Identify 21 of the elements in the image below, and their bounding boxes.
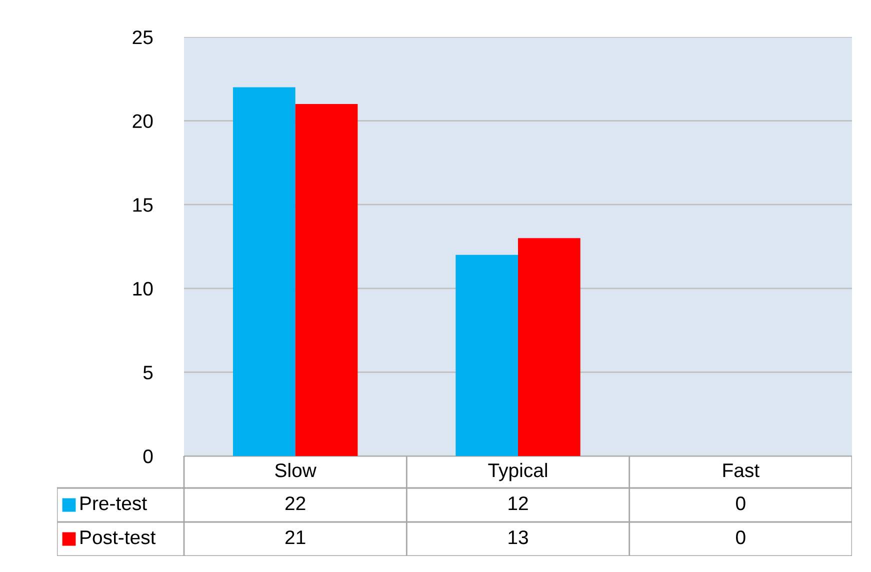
data-label: 22 — [286, 496, 306, 510]
x-tick-label: Typical — [488, 462, 547, 482]
legend-label: Pre-test — [80, 496, 147, 510]
y-tick-label: 10 — [133, 282, 153, 296]
bar — [295, 104, 358, 456]
x-tick-label: Fast — [723, 464, 760, 478]
x-tick-label: Slow — [275, 462, 316, 478]
bar — [232, 87, 296, 456]
y-tick-label: 25 — [132, 30, 153, 44]
data-label: 0 — [736, 496, 746, 510]
y-tick-label: 20 — [132, 114, 153, 128]
data-label: 0 — [736, 530, 746, 544]
y-tick-label: 5 — [143, 366, 153, 380]
y-tick-label: 0 — [143, 449, 153, 464]
legend-label: Post-test — [80, 530, 156, 544]
data-label: 12 — [508, 496, 528, 510]
y-tick-label: 15 — [133, 198, 153, 212]
bar — [518, 238, 580, 456]
data-label: 21 — [286, 530, 306, 544]
data-label: 13 — [508, 530, 528, 544]
bar — [456, 254, 518, 456]
